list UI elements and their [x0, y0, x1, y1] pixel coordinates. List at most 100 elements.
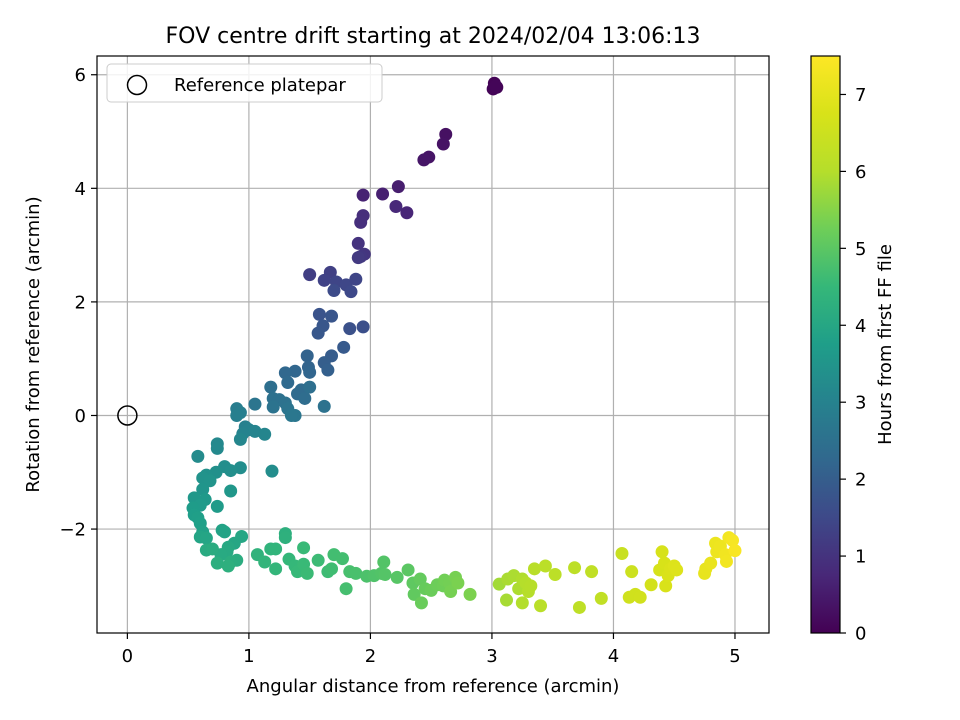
plot-frame [96, 55, 770, 634]
data-point [351, 251, 365, 265]
x-tick-label: 1 [243, 646, 254, 667]
y-axis-label: Rotation from reference (arcmin) [23, 196, 44, 492]
chart-title: FOV centre drift starting at 2024/02/04 … [166, 24, 701, 49]
data-point [303, 365, 317, 379]
data-point [210, 441, 224, 455]
data-point [625, 565, 639, 579]
colorbar-tick-label: 6 [855, 162, 866, 183]
data-point [726, 533, 740, 547]
data-point [417, 153, 431, 167]
data-point [233, 432, 247, 446]
data-point [339, 582, 353, 596]
data-point [312, 307, 326, 321]
data-point [281, 376, 295, 390]
x-axis-ticks: 0 1 2 3 4 5 [122, 633, 741, 667]
data-point [221, 559, 235, 573]
y-tick-label: 4 [75, 179, 86, 200]
data-point [218, 525, 232, 539]
data-point [325, 309, 339, 323]
scatter-points [186, 76, 742, 614]
reference-platepar-marker [117, 405, 138, 426]
data-point [343, 322, 357, 336]
data-point [303, 380, 317, 394]
data-point [351, 236, 365, 250]
data-point [258, 427, 272, 441]
data-point [515, 596, 529, 610]
colorbar-tick-label: 4 [855, 316, 866, 337]
data-point [311, 553, 325, 567]
data-point [288, 364, 302, 378]
data-point [568, 561, 582, 575]
data-point [644, 578, 658, 592]
data-point [615, 546, 629, 560]
colorbar-tick-label: 1 [855, 547, 866, 568]
data-point [224, 484, 238, 498]
data-point [585, 565, 599, 579]
data-point [489, 79, 503, 93]
data-point [230, 408, 244, 422]
data-point [538, 559, 552, 573]
data-point [327, 284, 341, 298]
data-point [377, 555, 391, 569]
data-point [524, 579, 538, 593]
data-point [451, 576, 465, 590]
colorbar-tick-label: 2 [855, 470, 866, 491]
data-point [401, 563, 415, 577]
data-point [670, 563, 684, 577]
data-point [659, 579, 673, 593]
data-point [500, 593, 514, 607]
data-point [389, 199, 403, 213]
colorbar: 0 1 2 3 4 5 6 7 Hours from first FF file [810, 55, 896, 645]
colorbar-tick-label: 3 [855, 393, 866, 414]
legend-reference-marker [126, 74, 148, 96]
y-tick-label: 2 [75, 292, 86, 313]
legend-entry-label: Reference platepar [174, 75, 346, 96]
data-point [527, 562, 541, 576]
data-point [534, 599, 548, 613]
data-point [728, 544, 742, 558]
x-tick-label: 0 [122, 646, 133, 667]
y-axis-ticks: −2 0 2 4 6 [59, 65, 97, 541]
y-tick-label: 6 [75, 65, 86, 86]
data-point [463, 587, 477, 601]
colorbar-ticks: 0 1 2 3 4 5 6 7 [840, 85, 866, 645]
data-point [300, 349, 314, 363]
data-point [413, 572, 427, 586]
data-point [284, 408, 298, 422]
data-point [265, 464, 279, 478]
colorbar-label: Hours from first FF file [875, 244, 896, 445]
data-point [349, 566, 363, 580]
data-point [356, 188, 370, 202]
x-tick-label: 5 [729, 646, 740, 667]
colorbar-gradient [810, 55, 841, 634]
data-point [548, 568, 562, 582]
data-point [335, 552, 349, 566]
data-point [248, 397, 262, 411]
y-tick-label: −2 [59, 520, 86, 541]
data-point [297, 541, 311, 555]
data-point [572, 600, 586, 614]
data-point [311, 326, 325, 340]
data-point [191, 449, 205, 463]
data-point [196, 482, 210, 496]
data-point [224, 464, 238, 478]
data-point [354, 215, 368, 229]
data-point [210, 556, 224, 570]
data-point [633, 590, 647, 604]
data-point [269, 542, 283, 556]
data-point [444, 585, 458, 599]
x-tick-label: 2 [365, 646, 376, 667]
data-point [258, 555, 272, 569]
data-point [337, 340, 351, 354]
data-point [344, 285, 358, 299]
colorbar-tick-label: 5 [855, 239, 866, 260]
data-point [414, 596, 428, 610]
legend-box [106, 63, 383, 103]
data-point [210, 499, 224, 513]
data-point [317, 399, 331, 413]
data-point [378, 568, 392, 582]
data-point [376, 187, 390, 201]
data-point [235, 529, 249, 543]
data-point [594, 591, 608, 605]
